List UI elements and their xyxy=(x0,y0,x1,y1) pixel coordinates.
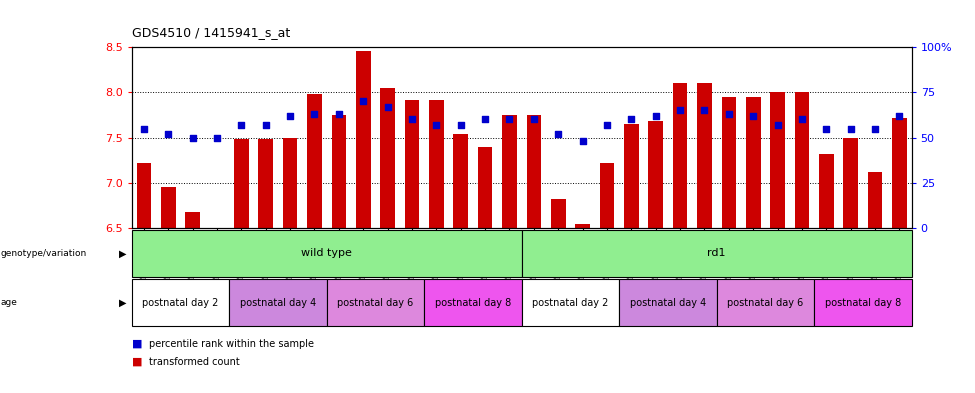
Bar xyxy=(332,115,346,228)
Point xyxy=(283,113,298,119)
Point xyxy=(185,134,201,141)
Point xyxy=(331,111,347,117)
Point xyxy=(306,111,322,117)
Point xyxy=(868,125,883,132)
Point xyxy=(209,134,224,141)
Bar xyxy=(697,83,712,228)
Bar xyxy=(380,88,395,228)
Bar xyxy=(258,140,273,228)
Text: postnatal day 4: postnatal day 4 xyxy=(240,298,316,308)
Bar xyxy=(814,279,912,326)
Point xyxy=(696,107,712,114)
Point xyxy=(673,107,688,114)
Bar xyxy=(307,94,322,228)
Text: genotype/variation: genotype/variation xyxy=(1,249,87,258)
Bar xyxy=(746,97,760,228)
Bar xyxy=(526,115,541,228)
Point xyxy=(452,122,468,128)
Bar xyxy=(502,115,517,228)
Point xyxy=(794,116,809,123)
Point xyxy=(550,131,566,137)
Bar xyxy=(648,121,663,228)
Bar xyxy=(673,83,687,228)
Text: postnatal day 8: postnatal day 8 xyxy=(825,298,901,308)
Text: postnatal day 2: postnatal day 2 xyxy=(142,298,218,308)
Bar xyxy=(843,138,858,228)
Text: rd1: rd1 xyxy=(708,248,725,259)
Point xyxy=(891,113,907,119)
Text: age: age xyxy=(1,298,18,307)
Bar xyxy=(185,212,200,228)
Point xyxy=(160,131,176,137)
Bar xyxy=(522,279,619,326)
Bar xyxy=(795,92,809,228)
Point xyxy=(745,113,760,119)
Bar xyxy=(429,99,444,228)
Bar xyxy=(722,97,736,228)
Bar xyxy=(892,118,907,228)
Point xyxy=(599,122,615,128)
Text: postnatal day 4: postnatal day 4 xyxy=(630,298,706,308)
Bar xyxy=(229,279,327,326)
Text: ■: ■ xyxy=(132,356,142,367)
Text: ▶: ▶ xyxy=(119,298,127,308)
Text: postnatal day 8: postnatal day 8 xyxy=(435,298,511,308)
Bar xyxy=(770,92,785,228)
Point xyxy=(647,113,663,119)
Text: postnatal day 6: postnatal day 6 xyxy=(337,298,413,308)
Point xyxy=(575,138,591,144)
Text: ▶: ▶ xyxy=(119,248,127,259)
Bar xyxy=(717,279,814,326)
Bar xyxy=(575,224,590,228)
Point xyxy=(257,122,273,128)
Bar xyxy=(424,279,522,326)
Bar xyxy=(868,172,882,228)
Point xyxy=(355,98,370,105)
Bar xyxy=(136,163,151,228)
Point xyxy=(819,125,835,132)
Point xyxy=(234,122,250,128)
Text: wild type: wild type xyxy=(301,248,352,259)
Point xyxy=(380,104,396,110)
Point xyxy=(429,122,445,128)
Point xyxy=(478,116,492,123)
Bar xyxy=(619,279,717,326)
Text: GDS4510 / 1415941_s_at: GDS4510 / 1415941_s_at xyxy=(132,26,290,39)
Point xyxy=(624,116,640,123)
Text: transformed count: transformed count xyxy=(149,356,240,367)
Text: percentile rank within the sample: percentile rank within the sample xyxy=(149,339,314,349)
Bar xyxy=(453,134,468,228)
Point xyxy=(501,116,517,123)
Bar xyxy=(327,279,424,326)
Bar xyxy=(132,230,522,277)
Point xyxy=(404,116,419,123)
Bar xyxy=(522,230,912,277)
Bar xyxy=(478,147,492,228)
Point xyxy=(722,111,737,117)
Bar xyxy=(132,279,229,326)
Bar xyxy=(283,138,297,228)
Bar xyxy=(600,163,614,228)
Bar xyxy=(624,124,639,228)
Point xyxy=(842,125,859,132)
Bar xyxy=(356,51,370,228)
Point xyxy=(136,125,152,132)
Point xyxy=(770,122,786,128)
Text: postnatal day 2: postnatal day 2 xyxy=(532,298,608,308)
Bar xyxy=(161,187,176,228)
Text: ■: ■ xyxy=(132,339,142,349)
Bar xyxy=(551,199,566,228)
Bar xyxy=(819,154,834,228)
Bar xyxy=(234,140,249,228)
Bar xyxy=(405,99,419,228)
Text: postnatal day 6: postnatal day 6 xyxy=(727,298,803,308)
Point xyxy=(526,116,542,123)
